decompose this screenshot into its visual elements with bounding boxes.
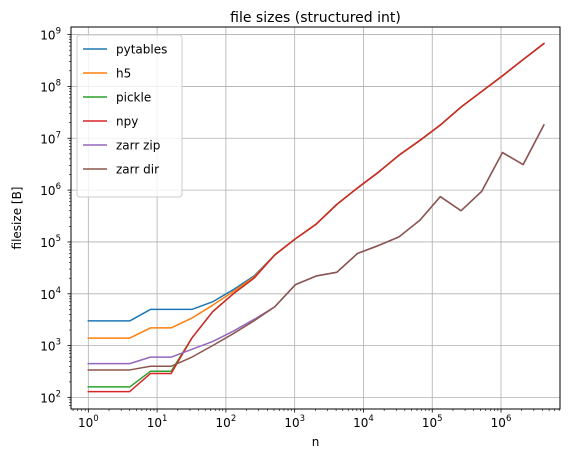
series-lines (87, 42, 545, 393)
x-tick-base: 10 (216, 416, 231, 430)
legend-label: zarr dir (116, 163, 159, 177)
x-tick-exponent: 4 (368, 414, 373, 424)
legend: pytables h5 pickle npy zarr zip zarr dir (76, 34, 183, 198)
y-tick-exponent: 2 (56, 389, 61, 399)
y-tick-label: 109 (40, 27, 61, 43)
y-tick-base: 10 (40, 29, 55, 43)
y-tick-exponent: 3 (56, 338, 61, 348)
y-tick-exponent: 8 (56, 78, 61, 88)
y-tick-label: 107 (40, 130, 61, 146)
x-tick-label: 103 (284, 414, 305, 430)
y-tick-label: 105 (40, 234, 61, 250)
legend-label: pytables (116, 43, 167, 57)
x-tick-base: 10 (491, 416, 506, 430)
y-tick-exponent: 7 (56, 130, 61, 140)
legend-box (76, 34, 183, 198)
y-tick-exponent: 5 (56, 234, 61, 244)
y-tick-base: 10 (40, 340, 55, 354)
legend-label: zarr zip (116, 139, 160, 153)
x-tick-label: 100 (78, 414, 99, 430)
legend-label: pickle (116, 91, 151, 105)
series-line-npy (87, 42, 545, 393)
x-tick-exponent: 3 (300, 414, 305, 424)
x-tick-label: 101 (147, 414, 168, 430)
x-tick-label: 105 (422, 414, 443, 430)
x-tick-base: 10 (422, 416, 437, 430)
y-tick-label: 104 (40, 286, 61, 302)
y-tick-label: 102 (40, 389, 61, 405)
series-line-zarr-dir (87, 124, 545, 371)
y-axis-label: filesize [B] (10, 187, 24, 250)
x-tick-exponent: 5 (437, 414, 442, 424)
y-tick-exponent: 9 (56, 27, 61, 37)
x-tick-base: 10 (284, 416, 299, 430)
x-tick-base: 10 (147, 416, 162, 430)
x-tick-label: 102 (216, 414, 237, 430)
x-tick-exponent: 1 (162, 414, 167, 424)
y-tick-base: 10 (40, 80, 55, 94)
legend-label: h5 (116, 67, 131, 81)
y-tick-label: 103 (40, 338, 61, 354)
y-tick-base: 10 (40, 184, 55, 198)
y-tick-base: 10 (40, 288, 55, 302)
axis-ticks: 100 101 102 103 104 105 1061021031041051061071… (40, 27, 560, 430)
y-tick-label: 106 (40, 182, 61, 198)
y-tick-label: 108 (40, 78, 61, 94)
x-tick-exponent: 0 (93, 414, 98, 424)
y-tick-base: 10 (40, 132, 55, 146)
legend-label: npy (116, 115, 138, 129)
x-tick-base: 10 (78, 416, 93, 430)
y-tick-exponent: 6 (56, 182, 61, 192)
x-tick-exponent: 6 (506, 414, 511, 424)
x-tick-exponent: 2 (231, 414, 236, 424)
y-tick-base: 10 (40, 391, 55, 405)
x-axis-label: n (312, 435, 320, 449)
y-tick-base: 10 (40, 236, 55, 250)
chart-title: file sizes (structured int) (230, 10, 401, 26)
x-tick-label: 104 (353, 414, 374, 430)
y-tick-exponent: 4 (56, 286, 61, 296)
x-tick-base: 10 (353, 416, 368, 430)
x-tick-label: 106 (491, 414, 512, 430)
